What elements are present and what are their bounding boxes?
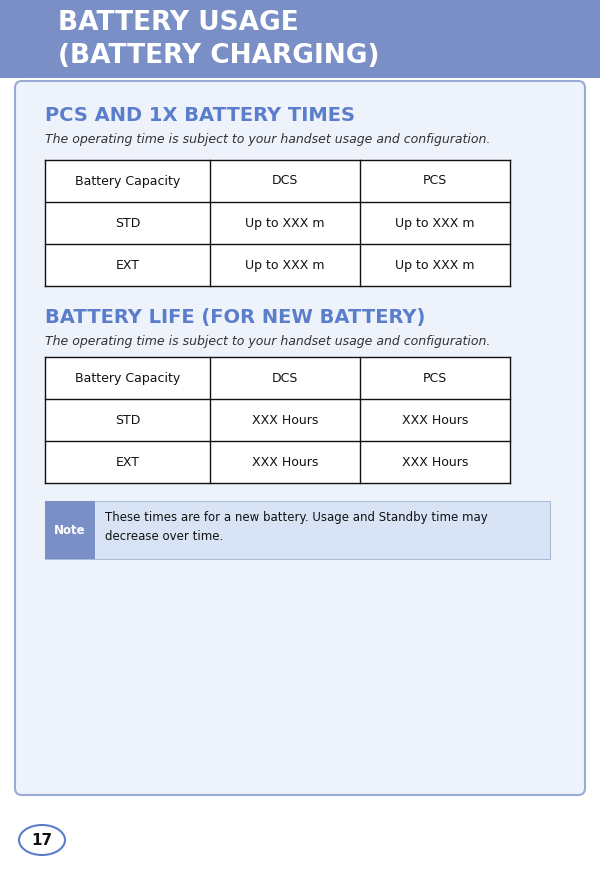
Bar	[360, 357, 510, 399]
Text: These times are for a new battery. Usage and Standby time may
decrease over time: These times are for a new battery. Usage…	[105, 511, 488, 543]
Bar	[210, 441, 360, 483]
Bar	[45, 357, 210, 399]
Text: XXX Hours: XXX Hours	[252, 413, 318, 426]
Text: Up to XXX m: Up to XXX m	[245, 258, 325, 271]
Bar	[210, 399, 360, 441]
Text: EXT: EXT	[115, 455, 139, 468]
Bar	[360, 202, 510, 244]
Text: Up to XXX m: Up to XXX m	[395, 258, 475, 271]
Text: Up to XXX m: Up to XXX m	[245, 216, 325, 229]
Bar	[360, 441, 510, 483]
Text: STD: STD	[115, 216, 140, 229]
FancyBboxPatch shape	[15, 81, 585, 795]
Text: 17: 17	[31, 833, 53, 848]
Bar	[45, 160, 210, 202]
Text: EXT: EXT	[115, 258, 139, 271]
Text: Battery Capacity: Battery Capacity	[75, 174, 180, 187]
Bar	[360, 160, 510, 202]
Text: XXX Hours: XXX Hours	[402, 413, 468, 426]
Ellipse shape	[19, 825, 65, 855]
Bar	[210, 160, 360, 202]
Bar	[45, 202, 210, 244]
Bar	[45, 501, 550, 559]
Text: PCS: PCS	[423, 371, 447, 385]
Text: The operating time is subject to your handset usage and configuration.: The operating time is subject to your ha…	[45, 335, 490, 348]
Bar	[360, 399, 510, 441]
Bar	[360, 244, 510, 286]
Bar	[210, 357, 360, 399]
Bar	[45, 244, 210, 286]
Bar	[45, 399, 210, 441]
Bar	[210, 202, 360, 244]
Text: (BATTERY CHARGING): (BATTERY CHARGING)	[58, 43, 380, 69]
Bar	[45, 501, 95, 559]
Bar	[45, 441, 210, 483]
Text: XXX Hours: XXX Hours	[252, 455, 318, 468]
Text: PCS AND 1X BATTERY TIMES: PCS AND 1X BATTERY TIMES	[45, 106, 355, 125]
Text: BATTERY LIFE (FOR NEW BATTERY): BATTERY LIFE (FOR NEW BATTERY)	[45, 308, 425, 327]
Text: Note: Note	[54, 523, 86, 536]
Bar	[210, 244, 360, 286]
Text: DCS: DCS	[272, 371, 298, 385]
Text: Up to XXX m: Up to XXX m	[395, 216, 475, 229]
Text: DCS: DCS	[272, 174, 298, 187]
Text: BATTERY USAGE: BATTERY USAGE	[58, 10, 299, 36]
Text: Battery Capacity: Battery Capacity	[75, 371, 180, 385]
Text: XXX Hours: XXX Hours	[402, 455, 468, 468]
Text: The operating time is subject to your handset usage and configuration.: The operating time is subject to your ha…	[45, 133, 490, 146]
Bar	[0, 0, 600, 78]
Text: PCS: PCS	[423, 174, 447, 187]
Text: STD: STD	[115, 413, 140, 426]
